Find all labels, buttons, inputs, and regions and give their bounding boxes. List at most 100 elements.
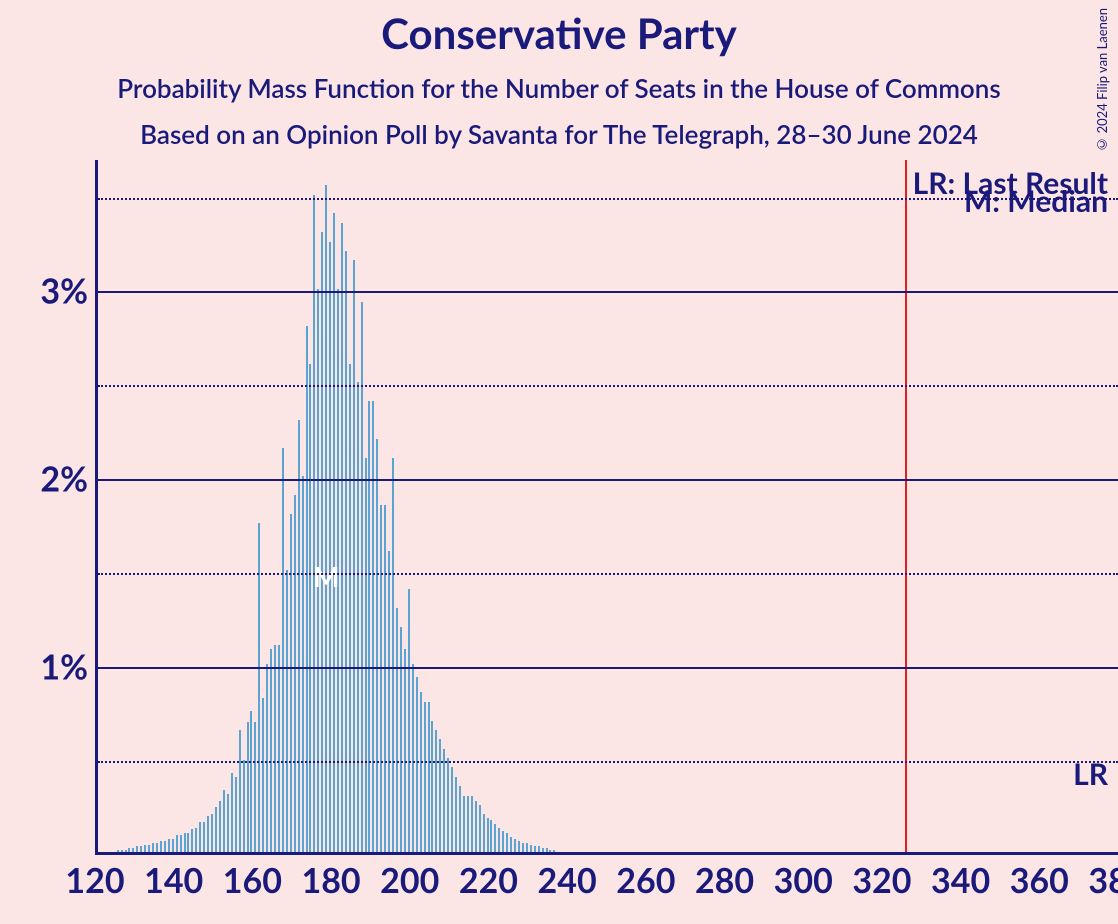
bar <box>341 223 343 852</box>
bar <box>494 824 496 852</box>
ytick-label: 1% <box>40 647 88 688</box>
bar <box>408 589 410 852</box>
bar <box>522 843 524 852</box>
bar <box>447 758 449 852</box>
bar <box>380 505 382 853</box>
bar <box>227 794 229 852</box>
bar <box>199 822 201 852</box>
bar <box>475 801 477 852</box>
bar <box>223 790 225 852</box>
bar <box>144 845 146 853</box>
bar <box>534 846 536 852</box>
bar <box>117 850 119 852</box>
bar <box>203 822 205 852</box>
bar <box>479 805 481 852</box>
bar <box>136 846 138 852</box>
bar <box>376 439 378 852</box>
bar <box>357 382 359 852</box>
bar <box>416 677 418 852</box>
bar <box>282 448 284 852</box>
bar <box>215 807 217 852</box>
bar <box>286 570 288 852</box>
bar <box>180 835 182 852</box>
bar <box>412 664 414 852</box>
page-title: Conservative Party <box>0 0 1118 58</box>
bar <box>321 232 323 852</box>
bar <box>392 458 394 852</box>
bar <box>542 848 544 852</box>
bar <box>160 841 162 852</box>
bar <box>176 835 178 852</box>
bar <box>333 213 335 852</box>
xtick-label: 140 <box>144 860 203 901</box>
bar <box>187 833 189 852</box>
bar <box>290 514 292 852</box>
chart-container: LR: Last Result M: Median LR M 1%2%3%120… <box>0 160 1118 924</box>
bars-layer <box>98 160 1118 852</box>
grid-minor <box>98 761 1118 763</box>
grid-major <box>98 479 1118 481</box>
bar <box>443 749 445 852</box>
bar <box>349 364 351 852</box>
bar <box>514 839 516 852</box>
bar <box>172 839 174 852</box>
bar <box>231 773 233 852</box>
bar <box>424 702 426 852</box>
xtick-label: 220 <box>459 860 518 901</box>
grid-major <box>98 667 1118 669</box>
xtick-label: 340 <box>931 860 990 901</box>
bar <box>254 722 256 852</box>
bar <box>262 698 264 852</box>
xtick-label: 200 <box>380 860 439 901</box>
xtick-label: 180 <box>301 860 360 901</box>
bar <box>439 739 441 852</box>
bar <box>400 627 402 852</box>
bar <box>211 814 213 852</box>
bar <box>184 833 186 852</box>
grid-minor <box>98 573 1118 575</box>
bar <box>487 818 489 852</box>
bar <box>250 711 252 852</box>
bar <box>274 645 276 852</box>
bar <box>156 843 158 852</box>
bar <box>168 839 170 852</box>
bar <box>404 649 406 852</box>
median-label: M <box>313 559 339 593</box>
bar <box>490 820 492 852</box>
bar <box>140 846 142 852</box>
bar <box>372 401 374 852</box>
bar <box>306 326 308 852</box>
bar <box>207 816 209 852</box>
bar <box>471 796 473 852</box>
bar <box>353 260 355 852</box>
legend-median: M: Median <box>964 183 1108 219</box>
bar <box>455 777 457 852</box>
bar <box>239 730 241 852</box>
bar <box>365 458 367 852</box>
bar <box>298 420 300 852</box>
bar <box>396 608 398 852</box>
bar <box>467 796 469 852</box>
xtick-label: 120 <box>65 860 124 901</box>
grid-major <box>98 291 1118 293</box>
bar <box>388 551 390 852</box>
bar <box>132 848 134 852</box>
bar <box>309 364 311 852</box>
bar <box>518 841 520 852</box>
bar <box>368 401 370 852</box>
bar <box>510 837 512 852</box>
bar <box>483 814 485 852</box>
bar <box>270 649 272 852</box>
bar <box>128 848 130 852</box>
page-subtitle-2: Based on an Opinion Poll by Savanta for … <box>0 118 1118 150</box>
grid-minor <box>98 198 1118 200</box>
bar <box>435 730 437 852</box>
bar <box>553 850 555 852</box>
bar <box>278 645 280 852</box>
bar <box>498 828 500 852</box>
bar <box>451 767 453 852</box>
bar <box>420 692 422 852</box>
bar <box>463 796 465 852</box>
xtick-label: 320 <box>852 860 911 901</box>
last-result-line <box>905 160 907 852</box>
